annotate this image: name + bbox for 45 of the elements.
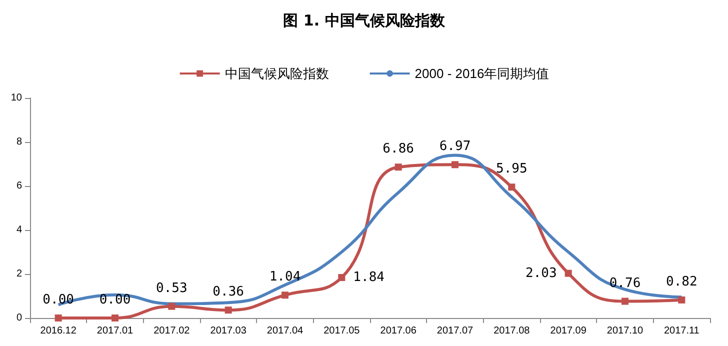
legend-label: 中国气候风险指数 xyxy=(224,66,329,81)
y-tick-label: 10 xyxy=(10,92,22,104)
data-label: 1.84 xyxy=(353,270,385,286)
x-tick-label: 2017.09 xyxy=(550,326,587,336)
x-tick-label: 2017.04 xyxy=(266,326,304,336)
point xyxy=(622,298,628,305)
y-tick-label: 2 xyxy=(16,268,22,280)
data-label: 0.82 xyxy=(666,274,698,290)
data-label: 6.86 xyxy=(382,142,414,157)
x-tick-label: 2017.06 xyxy=(380,326,417,336)
x-tick-label: 2017.01 xyxy=(96,326,134,336)
data-label: 6.97 xyxy=(439,139,471,154)
x-tick-label: 2017.10 xyxy=(606,326,644,336)
point xyxy=(564,270,572,277)
point xyxy=(112,314,118,322)
data-label: 0.36 xyxy=(212,284,244,300)
y-tick-label: 0 xyxy=(16,312,22,324)
point xyxy=(338,274,346,282)
point xyxy=(452,161,458,168)
x-tick-label: 2017.02 xyxy=(154,326,190,336)
x-tick-label: 2017.11 xyxy=(664,326,700,336)
data-label: 2.03 xyxy=(526,266,557,281)
legend-label: 2000 - 2016年同期均值 xyxy=(414,66,550,81)
x-tick-label: 2017.05 xyxy=(324,326,360,336)
x-tick-label: 2016.12 xyxy=(40,326,77,336)
y-tick-label: 4 xyxy=(16,224,22,236)
chart-title: 图 1. 中国气候风险指数 xyxy=(283,12,446,30)
data-label: 0.00 xyxy=(99,292,131,308)
x-tick-label: 2017.07 xyxy=(436,326,474,336)
point xyxy=(168,302,176,310)
data-label: 1.04 xyxy=(269,270,301,285)
data-label: 0.76 xyxy=(609,276,641,291)
point xyxy=(224,306,232,314)
x-tick-label: 2017.03 xyxy=(210,326,247,336)
point xyxy=(282,292,288,299)
data-label: 0.53 xyxy=(156,280,188,296)
data-label: 0.00 xyxy=(42,292,74,308)
point xyxy=(508,184,516,191)
point xyxy=(54,314,62,322)
y-tick-label: 8 xyxy=(16,136,22,148)
y-tick-label: 6 xyxy=(16,180,22,192)
point xyxy=(394,164,402,171)
data-label: 5.95 xyxy=(496,162,528,177)
x-tick-label: 2017.08 xyxy=(494,326,530,336)
point xyxy=(678,296,686,304)
